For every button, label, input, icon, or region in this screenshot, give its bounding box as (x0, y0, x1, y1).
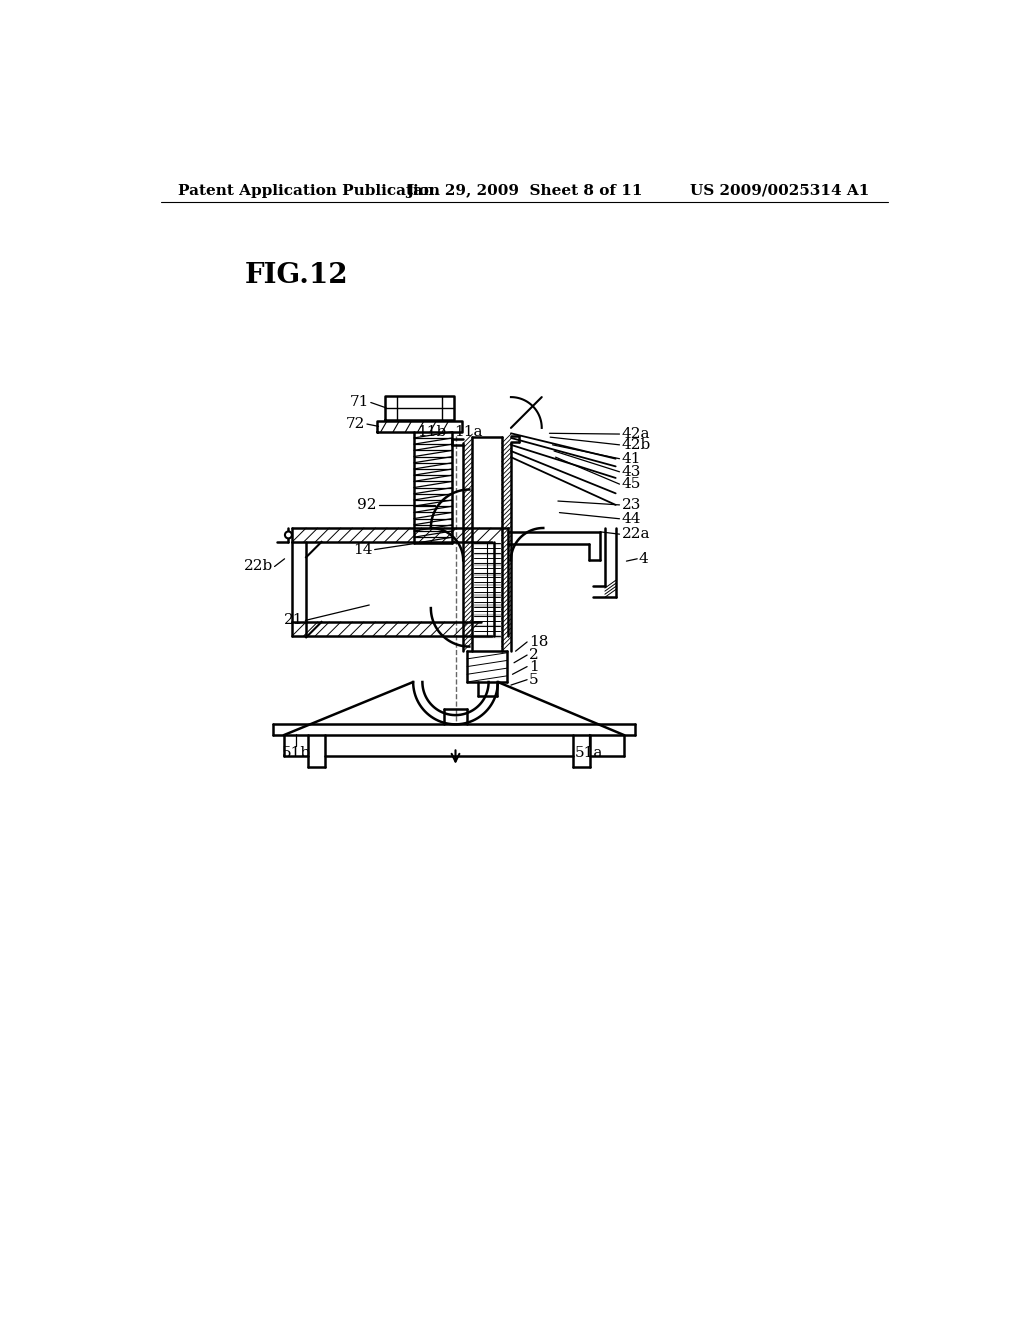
Text: 23: 23 (622, 498, 641, 512)
Text: 22b: 22b (244, 560, 273, 573)
Text: 42a: 42a (622, 428, 650, 441)
Text: 42b: 42b (622, 438, 651, 451)
Text: 72: 72 (346, 417, 366, 432)
Text: 41: 41 (622, 451, 641, 466)
Text: 5: 5 (528, 673, 539, 686)
Text: 4: 4 (639, 552, 648, 566)
Text: 51a: 51a (574, 746, 603, 760)
Text: 92: 92 (357, 498, 377, 512)
Text: 21: 21 (285, 614, 304, 627)
Text: 44: 44 (622, 512, 641, 525)
Text: 43: 43 (622, 465, 641, 479)
Text: Jan. 29, 2009  Sheet 8 of 11: Jan. 29, 2009 Sheet 8 of 11 (407, 183, 643, 198)
Text: 18: 18 (528, 635, 548, 649)
Text: 11a: 11a (454, 425, 482, 438)
Text: 71: 71 (350, 396, 370, 409)
Text: 11b: 11b (417, 425, 446, 438)
Text: 45: 45 (622, 477, 641, 491)
Text: 22a: 22a (622, 527, 650, 541)
Circle shape (285, 532, 292, 539)
Text: FIG.12: FIG.12 (245, 261, 348, 289)
Text: 2: 2 (528, 648, 539, 663)
Text: Patent Application Publication: Patent Application Publication (178, 183, 440, 198)
Text: US 2009/0025314 A1: US 2009/0025314 A1 (690, 183, 869, 198)
Text: 1: 1 (528, 660, 539, 673)
Text: 14: 14 (353, 543, 373, 557)
Text: 51b: 51b (282, 746, 310, 760)
